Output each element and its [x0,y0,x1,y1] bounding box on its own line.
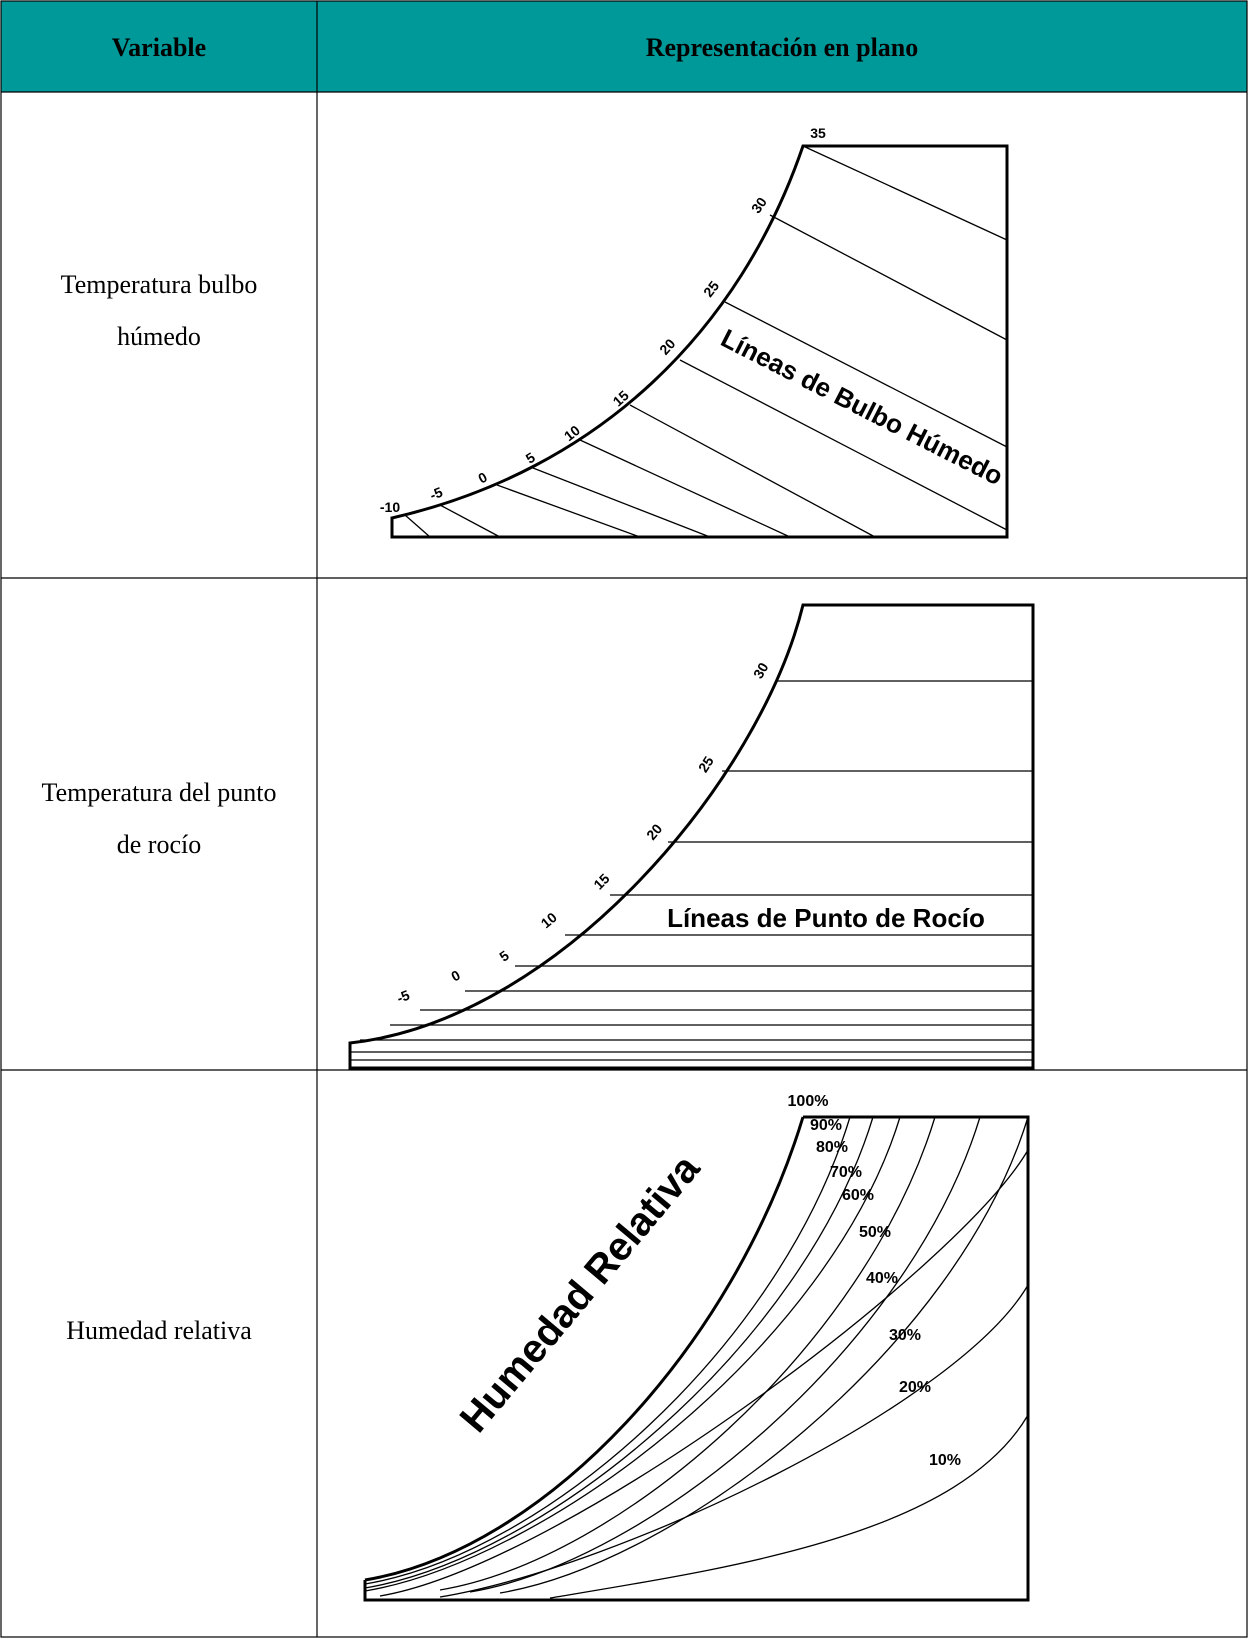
curve-label: 0 [475,469,490,487]
curve-label: 30 [748,194,770,216]
variable-text: Humedad relativa [66,1316,252,1345]
variable-text: húmedo [117,322,201,351]
curve-label: 25 [700,278,722,300]
rh-curve [364,1116,851,1585]
header-bg [1,1,1247,92]
curve-label: 30% [889,1327,921,1344]
curve-label: 40% [866,1270,898,1287]
curve-label: 0 [448,967,463,985]
rh-curve [439,1116,936,1591]
curve-label: -5 [394,987,412,1007]
curve-label: 5 [496,947,512,965]
wet-bulb-diagram [390,144,1009,539]
curve-label: 35 [810,125,826,141]
variable-text: Temperatura bulbo [61,270,258,299]
header-cell: Representación en plano [646,33,919,62]
diagram-title: Líneas de Bulbo Húmedo [716,323,1008,491]
curve-label: 10% [929,1452,961,1469]
rh-curve [364,1116,805,1582]
curve-label: -10 [380,499,400,515]
curve-label: 70% [830,1164,862,1181]
rh-curve [549,1414,1029,1599]
curve-label: 10 [538,909,560,931]
diagram-title: Líneas de Punto de Rocío [667,903,985,933]
variable-text: Temperatura del punto [42,778,277,807]
curve-label: 25 [695,753,717,775]
rh-curve [364,1116,901,1592]
curve-label: 15 [610,387,632,409]
rh-curve [364,1116,874,1589]
curve-label: 90% [810,1117,842,1134]
rh-curve [439,1284,1029,1598]
curve-label: 60% [842,1187,874,1204]
curve-label: 20 [643,821,665,843]
curve-label: 15 [590,870,612,892]
variable-text: de rocío [117,830,201,859]
rh-curve [499,1116,1029,1594]
dew-point-diagram [348,603,1035,1070]
curve-label: 20% [899,1379,931,1396]
curve-label: 20 [656,335,678,357]
header-cell: Variable [112,33,206,62]
curve-label: 50% [859,1224,891,1241]
diagram-title: Humedad Relativa [452,1146,709,1441]
rh-curve [379,1149,1029,1597]
relative-humidity-diagram [363,1115,1030,1602]
curve-label: 100% [788,1093,829,1110]
curve-label: -5 [427,484,445,504]
curve-label: 80% [816,1139,848,1156]
curve-label: 30 [750,660,772,682]
